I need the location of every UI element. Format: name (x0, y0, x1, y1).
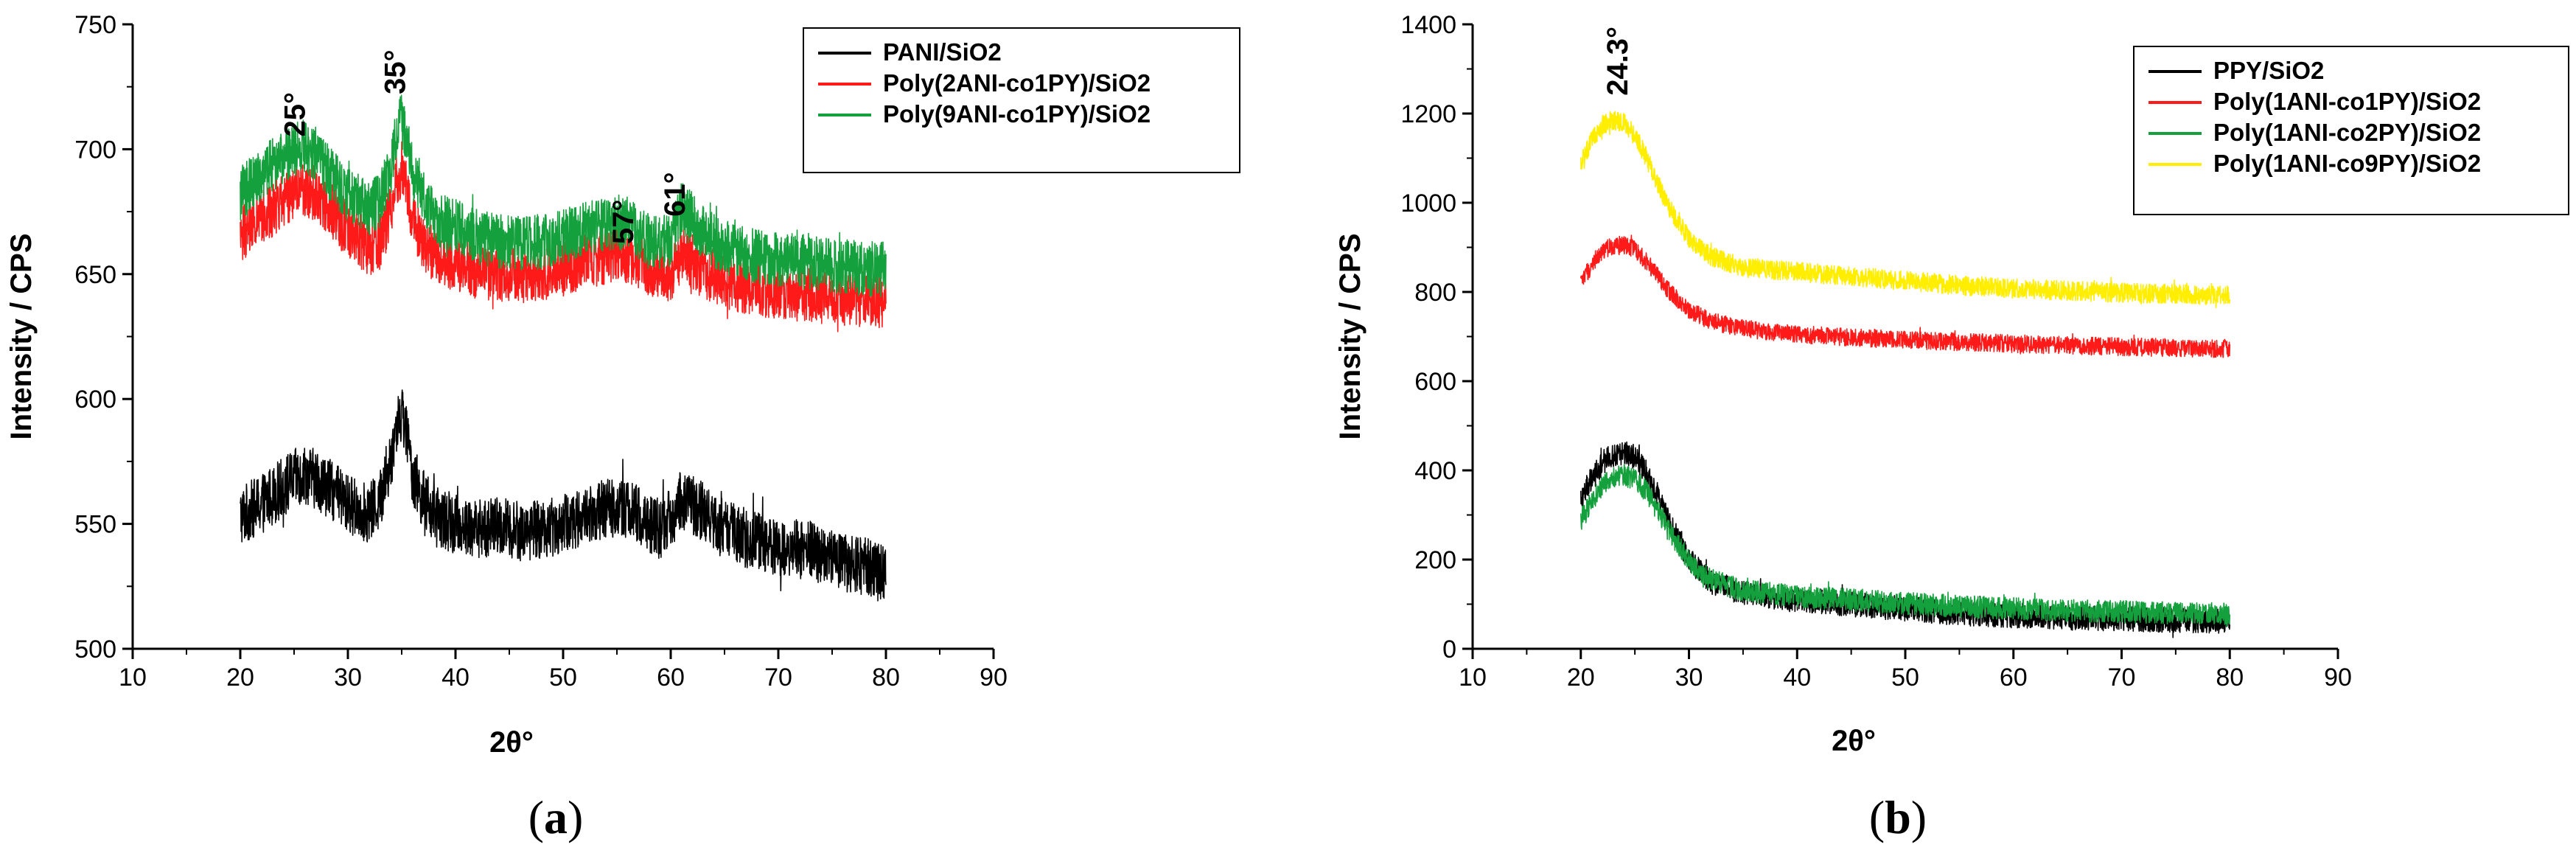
legend-box (803, 27, 1240, 173)
panel-label: (a) (528, 791, 584, 843)
legend-entry: Poly(1ANI-co1PY)/SiO2 (2213, 88, 2481, 115)
legend-entry: PPY/SiO2 (2213, 57, 2324, 84)
y-tick-label: 1400 (1400, 11, 1456, 39)
x-tick-label: 40 (1783, 664, 1811, 692)
series-line-3 (1580, 464, 2231, 627)
y-tick-label: 200 (1414, 546, 1456, 574)
x-tick-label: 20 (226, 664, 254, 692)
x-tick-label: 90 (980, 664, 1008, 692)
x-tick-label: 20 (1567, 664, 1595, 692)
legend-entry: PANI/SiO2 (883, 38, 1002, 66)
legend-box (2133, 46, 2569, 215)
y-axis-title: Intensity / CPS (5, 233, 38, 439)
y-tick-label: 1200 (1400, 100, 1456, 128)
y-tick-label: 0 (1442, 636, 1456, 664)
x-tick-label: 60 (2000, 664, 2028, 692)
y-tick-label: 500 (74, 636, 116, 664)
peak-annotation: 61° (659, 172, 691, 217)
x-tick-label: 50 (1891, 664, 1919, 692)
legend-entry: Poly(1ANI-co2PY)/SiO2 (2213, 119, 2481, 146)
legend-entry: Poly(1ANI-co9PY)/SiO2 (2213, 150, 2481, 177)
legend-entry: Poly(2ANI-co1PY)/SiO2 (883, 69, 1151, 97)
y-tick-label: 600 (1414, 368, 1456, 396)
x-tick-label: 10 (119, 664, 147, 692)
y-tick-label: 800 (1414, 279, 1456, 307)
x-tick-label: 80 (872, 664, 900, 692)
peak-annotation: 25° (279, 92, 312, 137)
panel-label-open: ( (1869, 791, 1885, 843)
y-tick-label: 550 (74, 511, 116, 539)
panel-label-open: ( (528, 791, 544, 843)
panel-label-letter: a (544, 791, 568, 843)
x-axis-title: 2θ° (1832, 725, 1876, 757)
series-line-3 (240, 94, 887, 298)
series-line-2 (1580, 234, 2231, 358)
series-line-1 (240, 389, 887, 602)
x-tick-label: 50 (549, 664, 577, 692)
y-tick-label: 400 (1414, 457, 1456, 485)
peak-annotation: 24.3° (1602, 27, 1634, 96)
y-tick-label: 650 (74, 261, 116, 289)
x-tick-label: 80 (2216, 664, 2244, 692)
panel-label: (b) (1869, 791, 1927, 843)
y-tick-label: 1000 (1400, 189, 1456, 217)
y-tick-label: 600 (74, 386, 116, 414)
panel-label-close: ) (568, 791, 583, 843)
chart-panel-b: 10 20 30 40 50 60 70 80 90 0 200 400 600 800 1000 1200 1… (1334, 11, 2569, 843)
chart-panel-a: 10 20 30 40 50 60 70 80 90 500 550 600 650 700 750 2θ° I… (5, 11, 1240, 843)
y-tick-label: 750 (74, 11, 116, 39)
x-axis-title: 2θ° (489, 726, 534, 759)
x-tick-label: 10 (1459, 664, 1487, 692)
panel-label-close: ) (1911, 791, 1927, 843)
x-tick-label: 30 (334, 664, 362, 692)
x-tick-label: 70 (2108, 664, 2136, 692)
peak-annotation: 35° (379, 49, 411, 94)
y-axis-title: Intensity / CPS (1334, 233, 1366, 439)
series-line-4 (1580, 111, 2231, 309)
x-tick-label: 90 (2324, 664, 2352, 692)
peak-annotation: 57° (607, 200, 640, 245)
panel-label-letter: b (1885, 791, 1911, 843)
x-tick-label: 30 (1675, 664, 1703, 692)
legend-entry: Poly(9ANI-co1PY)/SiO2 (883, 100, 1151, 128)
x-tick-label: 40 (441, 664, 470, 692)
x-tick-label: 60 (657, 664, 685, 692)
y-tick-label: 700 (74, 136, 116, 164)
x-tick-label: 70 (764, 664, 792, 692)
